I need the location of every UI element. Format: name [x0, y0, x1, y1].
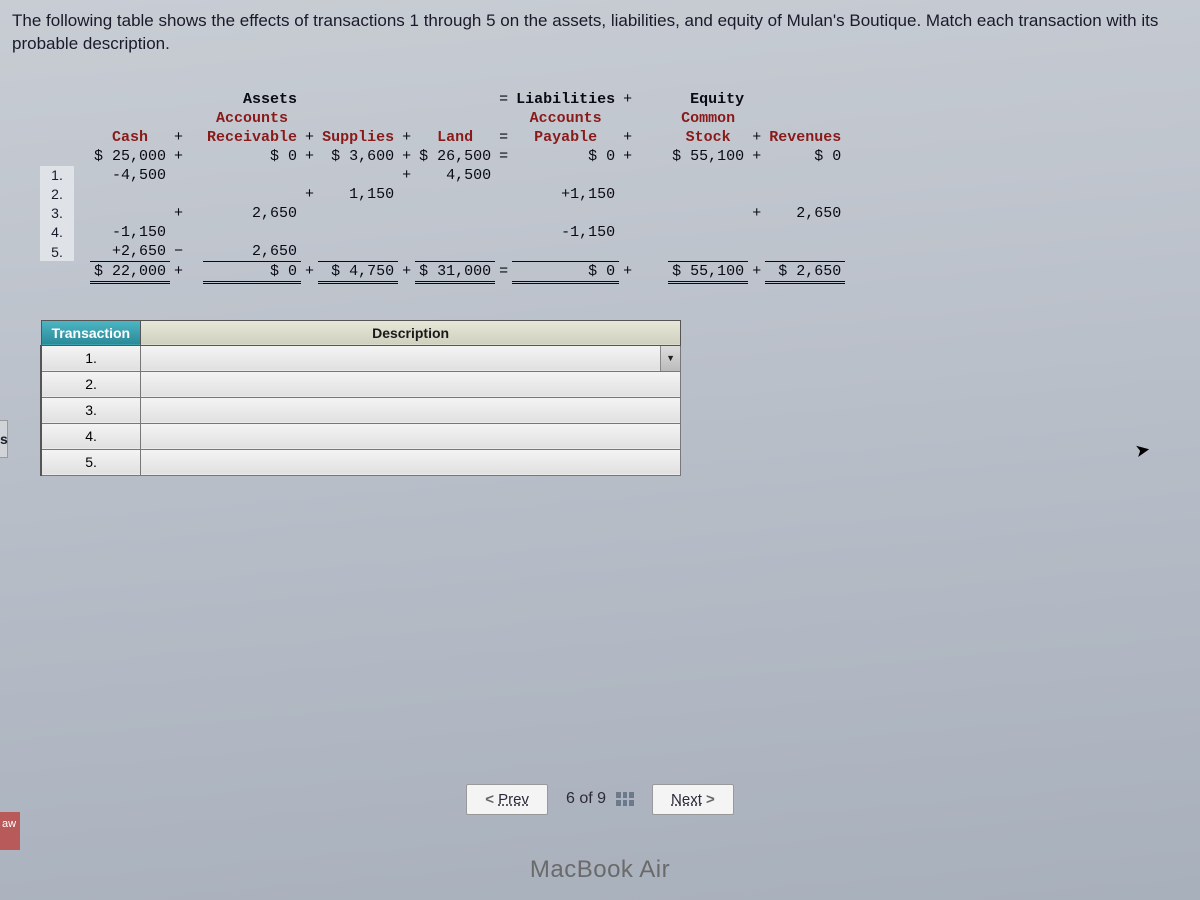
r5-cash: +2,650 — [90, 242, 170, 262]
start-land: $ 26,500 — [415, 147, 495, 166]
start-payable: $ 0 — [512, 147, 619, 166]
prev-label: Prev — [498, 791, 529, 808]
plus-sign: + — [619, 90, 636, 109]
question-text: The following table shows the effects of… — [0, 0, 1200, 62]
macbook-label: MacBook Air — [0, 856, 1200, 884]
r2-supplies: 1,150 — [318, 185, 398, 204]
total-supplies: $ 4,750 — [318, 261, 398, 282]
equals-sign: = — [495, 90, 512, 109]
r5-ar: 2,650 — [203, 242, 301, 262]
r4-payable: -1,150 — [512, 223, 619, 242]
match-row-3-num: 3. — [41, 397, 141, 423]
r1-cash: -4,500 — [90, 166, 170, 185]
match-head-transaction: Transaction — [41, 320, 141, 345]
header-cs-bot: Stock — [668, 128, 748, 147]
match-row-3-dropdown[interactable] — [141, 397, 681, 423]
next-label: Next — [671, 791, 702, 808]
grid-icon[interactable] — [616, 792, 634, 806]
total-rev: $ 2,650 — [765, 261, 845, 282]
header-ar-bot: Receivable — [203, 128, 301, 147]
r4-cash: -1,150 — [90, 223, 170, 242]
header-ar-top: Accounts — [203, 109, 301, 128]
match-row-5-dropdown[interactable] — [141, 449, 681, 475]
row-5-label: 5. — [40, 242, 74, 262]
page-count: 6 of 9 — [566, 790, 606, 808]
header-land: Land — [415, 128, 495, 147]
start-cash: $ 25,000 — [90, 147, 170, 166]
left-edge-tab: s — [0, 420, 8, 458]
chevron-left-icon: < — [485, 791, 494, 808]
start-rev: $ 0 — [765, 147, 845, 166]
row-3-label: 3. — [40, 204, 74, 223]
match-row-2-dropdown[interactable] — [141, 371, 681, 397]
prev-button[interactable]: < Prev — [466, 784, 548, 815]
match-row-4-num: 4. — [41, 423, 141, 449]
row-2-label: 2. — [40, 185, 74, 204]
match-table: Transaction Description 1. ▼ 2. 3. 4. 5. — [40, 320, 681, 476]
match-row-4-dropdown[interactable] — [141, 423, 681, 449]
mouse-cursor-icon: ➤ — [1133, 439, 1152, 462]
header-equity: Equity — [668, 90, 748, 109]
r1-land: 4,500 — [415, 166, 495, 185]
chevron-right-icon: > — [706, 791, 715, 808]
r2-payable: +1,150 — [512, 185, 619, 204]
row-4-label: 4. — [40, 223, 74, 242]
match-row-1-num: 1. — [41, 345, 141, 371]
header-liabilities: Liabilities — [512, 90, 619, 109]
r3-rev: 2,650 — [765, 204, 845, 223]
header-assets: Assets — [203, 90, 301, 109]
start-ar: $ 0 — [203, 147, 301, 166]
row-1-label: 1. — [40, 166, 74, 185]
header-cs-top: Common — [668, 109, 748, 128]
r3-ar: 2,650 — [203, 204, 301, 223]
pagination-bar: < Prev 6 of 9 Next > — [0, 776, 1200, 822]
match-row-1-dropdown[interactable]: ▼ — [141, 345, 681, 371]
total-ar: $ 0 — [203, 261, 301, 282]
total-cash: $ 22,000 — [90, 261, 170, 282]
header-supplies: Supplies — [318, 128, 398, 147]
start-stock: $ 55,100 — [668, 147, 748, 166]
match-row-2-num: 2. — [41, 371, 141, 397]
total-stock: $ 55,100 — [668, 261, 748, 282]
header-ap-bot: Payable — [512, 128, 619, 147]
total-payable: $ 0 — [512, 261, 619, 282]
next-button[interactable]: Next > — [652, 784, 734, 815]
accounting-equation-table: Assets = Liabilities + Equity Accounts A… — [40, 90, 845, 284]
header-revenues: Revenues — [765, 128, 845, 147]
match-head-description: Description — [141, 320, 681, 345]
header-cash: Cash — [90, 128, 170, 147]
total-land: $ 31,000 — [415, 261, 495, 282]
page-indicator: 6 of 9 — [566, 790, 634, 808]
header-ap-top: Accounts — [512, 109, 619, 128]
chevron-down-icon[interactable]: ▼ — [660, 346, 680, 371]
match-row-5-num: 5. — [41, 449, 141, 475]
start-supplies: $ 3,600 — [318, 147, 398, 166]
